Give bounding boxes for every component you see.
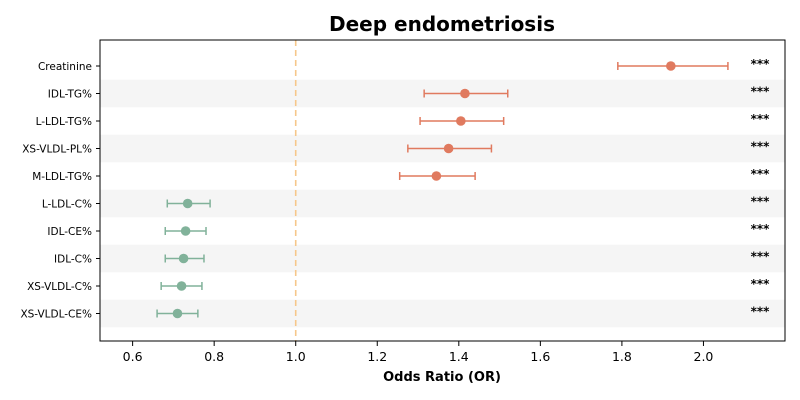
or-point xyxy=(456,116,466,126)
x-tick-label: 1.2 xyxy=(367,349,387,364)
x-tick-label: 0.6 xyxy=(123,349,143,364)
y-tick-label: M-LDL-TG% xyxy=(32,171,92,183)
or-point xyxy=(666,61,676,71)
forest-row: *** xyxy=(419,112,771,126)
x-axis-label: Odds Ratio (OR) xyxy=(383,370,501,385)
significance-label: *** xyxy=(751,250,771,264)
or-point xyxy=(443,143,454,154)
forest-row: *** xyxy=(407,140,771,154)
significance-label: *** xyxy=(751,167,771,181)
significance-label: *** xyxy=(751,112,771,126)
forest-row: *** xyxy=(164,250,771,264)
x-tick-label: 2.0 xyxy=(694,349,714,364)
forest-row: *** xyxy=(166,195,771,209)
forest-row: *** xyxy=(398,167,771,181)
significance-label: *** xyxy=(751,277,771,291)
significance-label: *** xyxy=(751,305,771,319)
significance-label: *** xyxy=(751,57,771,71)
row-stripe xyxy=(100,299,785,328)
forest-row: *** xyxy=(423,85,771,99)
y-tick-label: XS-VLDL-CE% xyxy=(20,309,92,321)
row-stripe xyxy=(100,189,785,218)
y-axis: Creatinine IDL-TG% L-LDL-TG% XS-VLDL-PL% M-L… xyxy=(20,61,100,321)
or-point xyxy=(172,308,183,319)
forest-row: *** xyxy=(156,305,771,319)
or-point xyxy=(431,171,442,181)
row-stripe xyxy=(100,244,785,273)
y-tick-label: Creatinine xyxy=(38,61,92,73)
data-marks: *** *** *** *** *** *** *** *** *** *** xyxy=(156,57,771,319)
y-tick-label: IDL-CE% xyxy=(47,226,92,238)
x-tick-label: 1.0 xyxy=(286,349,306,364)
plot-frame xyxy=(99,39,786,342)
significance-label: *** xyxy=(751,85,771,99)
significance-label: *** xyxy=(751,140,771,154)
y-tick-label: IDL-C% xyxy=(54,254,92,266)
significance-label: *** xyxy=(751,195,771,209)
or-point xyxy=(182,198,193,209)
or-point xyxy=(180,226,191,236)
y-tick-label: XS-VLDL-PL% xyxy=(22,144,92,156)
x-axis: 0.6 0.8 1.0 1.2 1.4 1.6 1.8 2.0 xyxy=(123,341,714,364)
y-tick-label: XS-VLDL-C% xyxy=(27,281,92,293)
forest-row: *** xyxy=(617,57,771,71)
significance-label: *** xyxy=(751,222,771,236)
y-tick-label: IDL-TG% xyxy=(48,89,92,101)
x-tick-label: 0.8 xyxy=(204,349,224,364)
x-tick-label: 1.6 xyxy=(530,349,550,364)
x-tick-label: 1.8 xyxy=(612,349,632,364)
forest-row: *** xyxy=(160,277,771,291)
y-tick-label: L-LDL-TG% xyxy=(36,116,92,128)
or-point xyxy=(178,253,189,264)
or-point xyxy=(176,281,187,291)
x-tick-label: 1.4 xyxy=(449,349,469,364)
chart-title: Deep endometriosis xyxy=(329,12,555,36)
or-point xyxy=(460,88,470,99)
y-tick-label: L-LDL-C% xyxy=(42,199,92,211)
forest-row: *** xyxy=(164,222,771,236)
